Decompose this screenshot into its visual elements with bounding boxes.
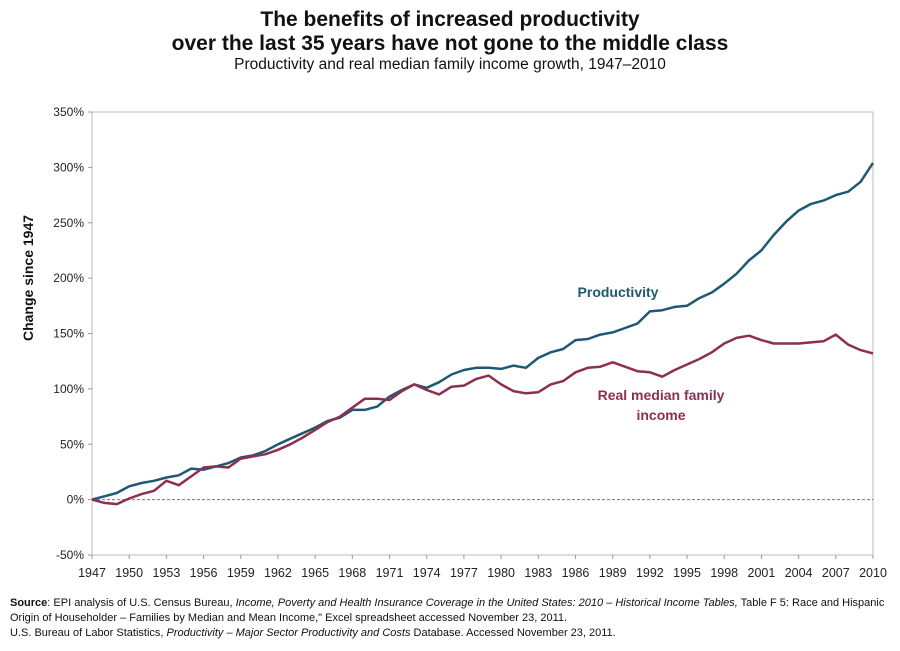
footnote-segment: Source xyxy=(10,597,48,609)
x-tick-label: 1962 xyxy=(264,566,292,580)
x-tick-label: 1959 xyxy=(227,566,255,580)
x-tick-label: 1995 xyxy=(673,566,701,580)
y-tick-label: 200% xyxy=(53,271,84,285)
footnote-segment: Table F 5: Race and Hispanic Origin of H… xyxy=(10,597,885,624)
x-tick-label: 1971 xyxy=(376,566,404,580)
x-tick-label: 2001 xyxy=(748,566,776,580)
x-tick-label: 1992 xyxy=(636,566,664,580)
y-tick-label: 50% xyxy=(60,437,84,451)
x-tick-label: 1986 xyxy=(562,566,590,580)
x-tick-label: 1980 xyxy=(487,566,515,580)
footnote-segment: Income, Poverty and Health Insurance Cov… xyxy=(235,597,738,609)
title-line-1: The benefits of increased productivity xyxy=(260,8,640,31)
x-tick-label: 1998 xyxy=(710,566,738,580)
x-tick-label: 1953 xyxy=(152,566,180,580)
y-tick-label: 0% xyxy=(67,493,85,507)
y-tick-label: 300% xyxy=(53,160,84,174)
series-line-productivity xyxy=(91,162,875,501)
x-tick-label: 1977 xyxy=(450,566,478,580)
x-tick-label: 1947 xyxy=(78,566,106,580)
annotation-income-line2: income xyxy=(636,407,685,423)
annotation-productivity: Productivity xyxy=(578,284,659,300)
x-tick-label: 1968 xyxy=(338,566,366,580)
y-tick-label: 150% xyxy=(53,327,84,341)
footnote-segment: U.S. Bureau of Labor Statistics, xyxy=(10,627,167,639)
y-tick-label: 100% xyxy=(53,382,84,396)
subtitle: Productivity and real median family inco… xyxy=(234,56,666,73)
x-tick-label: 1983 xyxy=(524,566,552,580)
y-tick-label: -50% xyxy=(56,548,84,562)
plot-frame xyxy=(91,111,874,556)
x-tick-label: 1956 xyxy=(190,566,218,580)
y-tick-label: 250% xyxy=(53,216,84,230)
x-tick-label: 1989 xyxy=(599,566,627,580)
footnote-line-2: U.S. Bureau of Labor Statistics, Product… xyxy=(10,626,895,641)
footnote-segment: Productivity – Major Sector Productivity… xyxy=(166,627,411,639)
footnote-segment: : EPI analysis of U.S. Census Bureau, xyxy=(47,597,236,609)
x-tick-label: 1974 xyxy=(413,566,441,580)
x-tick-label: 2007 xyxy=(822,566,850,580)
annotation-income-line1: Real median family xyxy=(598,387,725,403)
x-tick-label: 1950 xyxy=(115,566,143,580)
y-tick-label: 350% xyxy=(53,105,84,119)
x-tick-label: 2010 xyxy=(859,566,887,580)
footnote-segment: Database. Accessed November 23, 2011. xyxy=(410,627,616,639)
x-tick-label: 2004 xyxy=(785,566,813,580)
source-footnote: Source: EPI analysis of U.S. Census Bure… xyxy=(10,596,895,641)
title-line-2: over the last 35 years have not gone to … xyxy=(171,32,729,55)
footnote-line-1: Source: EPI analysis of U.S. Census Bure… xyxy=(10,596,895,626)
x-tick-label: 1965 xyxy=(301,566,329,580)
series-line-income xyxy=(91,333,874,506)
